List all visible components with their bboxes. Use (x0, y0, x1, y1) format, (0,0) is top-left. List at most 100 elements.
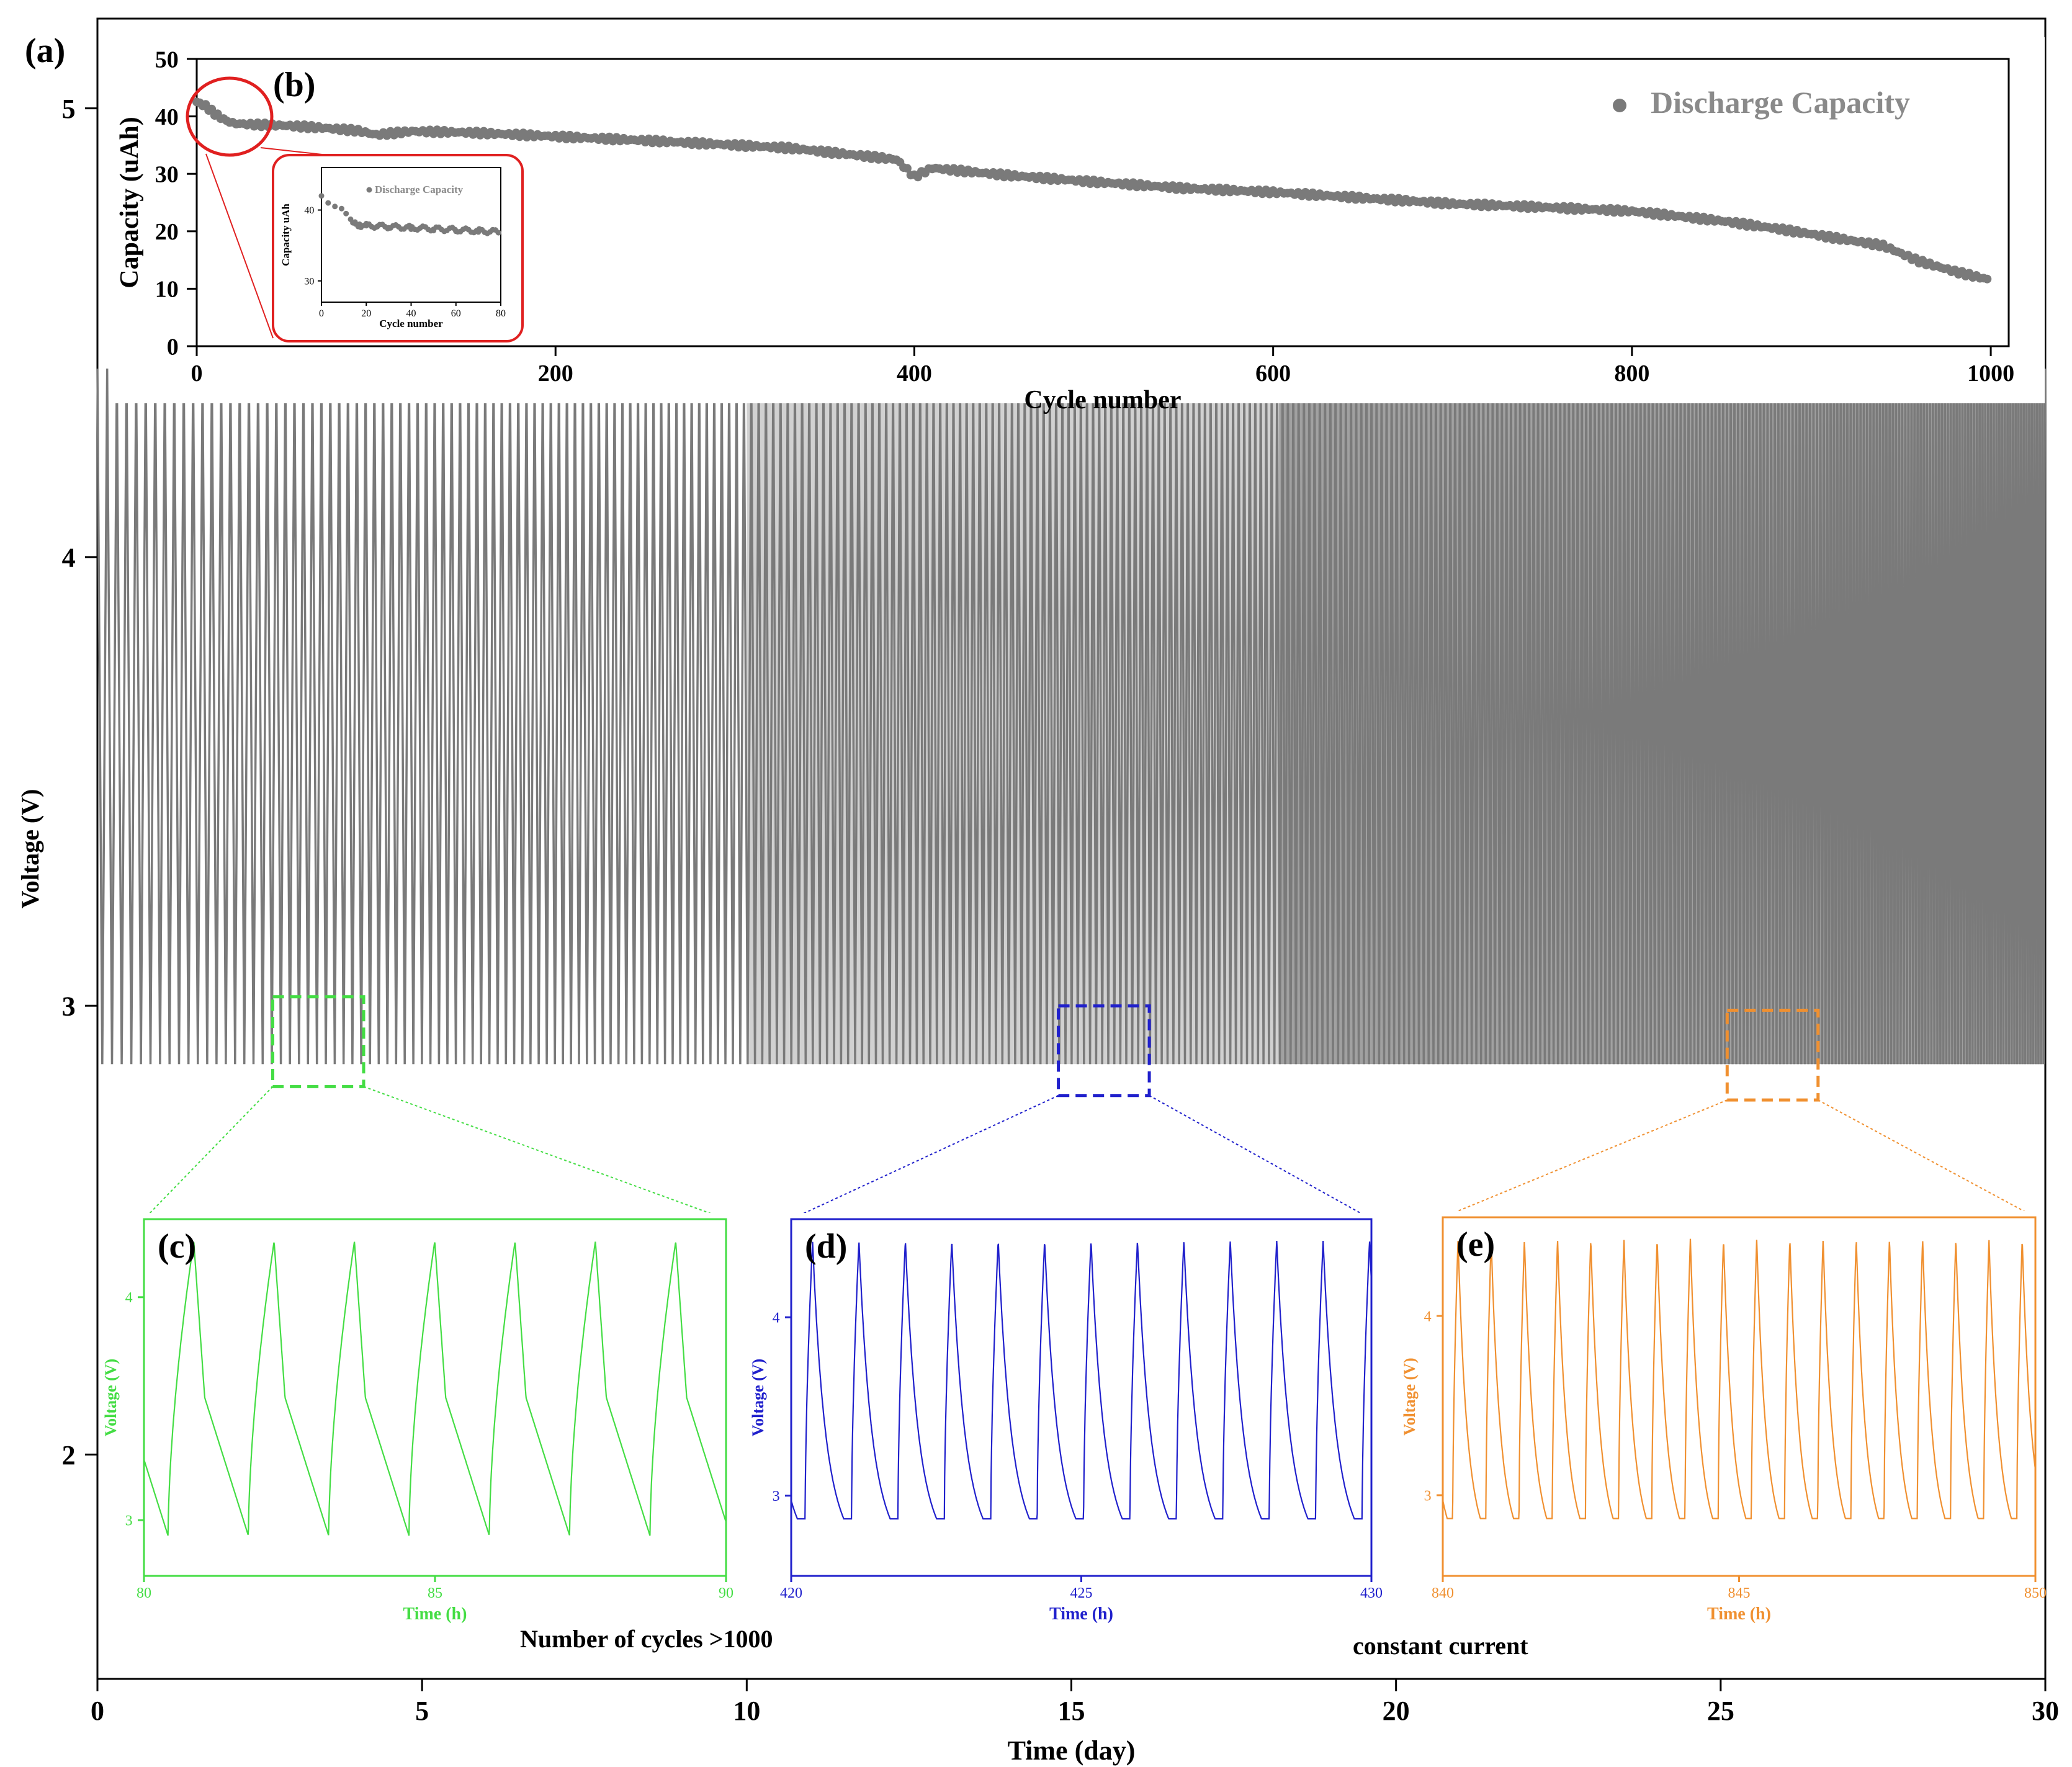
c-xlabel: Time (h) (403, 1604, 467, 1624)
zoom-connector-d (791, 1094, 1059, 1220)
b-legend-label: Discharge Capacity (1651, 85, 1910, 120)
annotation-mode: constant current (1353, 1632, 1528, 1660)
b-xlabel: Cycle number (1024, 386, 1181, 414)
b-xtick-label: 600 (1255, 360, 1291, 387)
b-ytick-label: 30 (155, 162, 179, 188)
b-inset-xtick-label: 20 (361, 308, 371, 319)
main-ytick-label: 3 (62, 991, 76, 1022)
c-xtick-label: 80 (137, 1585, 151, 1601)
panel-label-d: (d) (805, 1227, 847, 1266)
b-inset-legend-label: Discharge Capacity (375, 184, 464, 195)
b-data-point (902, 164, 912, 173)
zoom-connector-c (143, 1086, 274, 1220)
e-ytick-label: 4 (1424, 1308, 1432, 1325)
b-inset-data-point (332, 204, 338, 210)
main-ytick-label: 5 (62, 94, 76, 124)
main-xtick-label: 5 (415, 1696, 429, 1726)
b-xtick-label: 400 (897, 360, 932, 387)
zoom-connector-c (363, 1086, 727, 1220)
main-xtick-label: 30 (2032, 1696, 2059, 1726)
main-xlabel: Time (day) (1008, 1735, 1136, 1766)
e-xtick-label: 850 (2024, 1585, 2047, 1601)
b-ylabel: Capacity (uAh) (115, 117, 144, 289)
main-ylabel: Voltage (V) (16, 789, 44, 909)
panel-e-zoom-chart: 840 845 850 3 4 Time (h) Voltage (V) (e) (1401, 1211, 2047, 1624)
main-xtick-label: 20 (1383, 1696, 1410, 1726)
c-background (138, 1213, 732, 1582)
panel-c-zoom-chart: 80 85 90 3 4 Time (h) Voltage (V) (c) (102, 1213, 733, 1624)
main-xtick-label: 0 (91, 1696, 104, 1726)
c-ylabel: Voltage (V) (102, 1359, 120, 1436)
panel-label-a: (a) (25, 32, 65, 70)
e-xlabel: Time (h) (1707, 1604, 1771, 1624)
b-inset-ytick-label: 40 (304, 205, 314, 216)
b-inset-xtick-label: 60 (451, 308, 461, 319)
b-inset-data-point (343, 210, 349, 217)
b-inset-xtick-label: 80 (496, 308, 506, 319)
b-inset-xtick-label: 40 (406, 308, 416, 319)
panel-label-e: (e) (1456, 1225, 1495, 1264)
b-inset-legend-marker (366, 187, 372, 193)
b-xtick-label: 200 (538, 360, 573, 387)
b-ytick-label: 50 (155, 47, 179, 73)
b-ytick-label: 0 (167, 334, 179, 360)
d-xtick-label: 420 (780, 1585, 802, 1601)
b-inset-data-point (318, 193, 325, 199)
zoom-box-d (1057, 1004, 1151, 1098)
zoom-box-e (1725, 1008, 1820, 1102)
panel-d-zoom-chart: 420 425 430 3 4 Time (h) Voltage (V) (d) (749, 1213, 1383, 1624)
c-xtick-label: 90 (719, 1585, 733, 1601)
b-inset-data-point (339, 205, 344, 212)
b-legend-marker (1613, 99, 1626, 112)
d-xtick-label: 430 (1360, 1585, 1383, 1601)
d-xtick-label: 425 (1070, 1585, 1093, 1601)
b-inset-ytick-label: 30 (304, 276, 314, 287)
b-highlight-circle (186, 76, 274, 157)
b-inset-data-point (495, 230, 501, 235)
e-background (1437, 1211, 2042, 1582)
c-ytick-label: 3 (125, 1513, 133, 1529)
b-inset-xtick-label: 0 (319, 308, 324, 319)
main-ytick-label: 4 (62, 542, 76, 573)
d-ytick-label: 4 (773, 1310, 780, 1326)
zoom-connector-d (1149, 1094, 1372, 1220)
panel-label-b: (b) (273, 66, 315, 104)
b-frame (195, 58, 2010, 347)
b-xtick-label: 800 (1614, 360, 1649, 387)
main-ytick-label: 2 (62, 1440, 76, 1470)
b-ytick-label: 20 (155, 219, 179, 245)
d-ylabel: Voltage (V) (749, 1359, 767, 1436)
d-voltage-series (790, 1240, 1373, 1520)
b-inset-frame (272, 154, 524, 342)
e-xtick-label: 845 (1728, 1585, 1751, 1601)
main-xtick-label: 15 (1058, 1696, 1085, 1726)
b-inset-connector (205, 153, 274, 339)
panel-label-c: (c) (158, 1227, 196, 1266)
zoom-box-c (271, 995, 366, 1088)
b-inset-data-point (325, 200, 331, 206)
b-xtick-label: 1000 (1967, 360, 2014, 387)
zoom-connector-e (1442, 1099, 1728, 1218)
e-voltage-series (1442, 1238, 2037, 1519)
b-inset-ylabel: Capacity uAh (280, 204, 292, 266)
b-ytick-label: 10 (155, 277, 179, 303)
c-voltage-series (143, 1241, 727, 1536)
b-data-point (207, 104, 217, 114)
panel-b-capacity-chart: 0 200 400 600 800 1000 0 10 20 30 40 50 Cycle number… (109, 37, 2045, 414)
e-xtick-label: 840 (1432, 1585, 1454, 1601)
d-background (785, 1213, 1378, 1582)
d-ytick-label: 3 (773, 1488, 780, 1505)
annotation-cycles: Number of cycles >1000 (520, 1625, 773, 1653)
zoom-connector-e (1818, 1099, 2036, 1218)
c-ytick-label: 4 (125, 1290, 133, 1306)
b-data-point (1983, 274, 1992, 284)
main-xtick-label: 10 (733, 1696, 760, 1726)
main-dense-cycling-band (1279, 369, 2045, 1065)
b-ytick-label: 40 (155, 104, 179, 130)
e-ytick-label: 3 (1424, 1488, 1432, 1504)
b-inset-xlabel: Cycle number (379, 318, 443, 329)
main-xtick-label: 25 (1707, 1696, 1734, 1726)
e-ylabel: Voltage (V) (1401, 1358, 1419, 1435)
